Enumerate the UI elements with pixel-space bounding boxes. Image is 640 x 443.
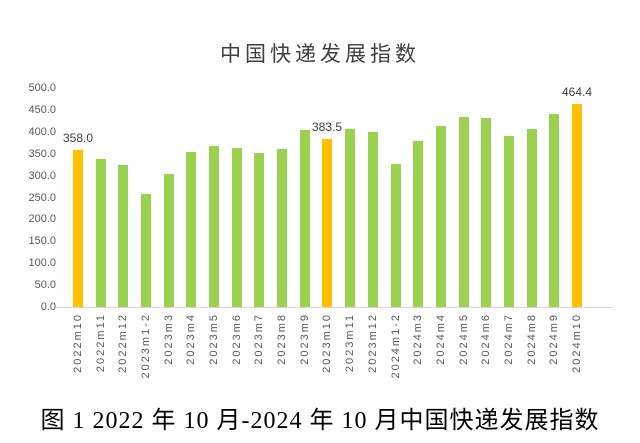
- y-tick-label: 0.0: [40, 301, 56, 313]
- x-tick-label: 2023m4: [185, 313, 197, 365]
- bar-2022m12: [118, 165, 128, 307]
- x-tick-label: 2023m11: [344, 313, 356, 373]
- x-tick-label: 2023m7: [253, 313, 265, 365]
- x-tick-label: 2022m12: [117, 313, 129, 373]
- x-tick-label: 2024m10: [571, 313, 583, 373]
- bar-2023m4: [186, 152, 196, 307]
- y-tick-label: 400.0: [28, 125, 56, 138]
- bar-2024m4: [436, 126, 446, 307]
- bar-2023m11: [345, 129, 355, 307]
- x-tick-label: 2023m12: [367, 313, 379, 373]
- x-tick-label: 2024m5: [458, 313, 470, 365]
- bar-2022m10: [73, 150, 83, 307]
- y-tick-label: 200.0: [28, 213, 56, 226]
- y-tick-label: 150.0: [28, 235, 56, 248]
- x-tick-label: 2023m6: [231, 313, 243, 365]
- bar-2024m7: [504, 136, 514, 307]
- bar-2023m9: [300, 130, 310, 307]
- x-tick-label: 2023m1-2: [140, 313, 152, 379]
- x-tick-label: 2023m9: [299, 313, 311, 365]
- bar-2024m5: [459, 117, 469, 307]
- x-tick-label: 2022m10: [72, 313, 84, 373]
- y-tick-label: 500.0: [28, 82, 56, 94]
- bar-2023m3: [164, 174, 174, 307]
- x-tick-label: 2024m9: [548, 313, 560, 365]
- y-tick-label: 350.0: [28, 147, 56, 160]
- data-label-2022m10: 358.0: [62, 131, 94, 145]
- x-tick-label: 2023m5: [208, 313, 220, 365]
- x-tick-label: 2024m6: [480, 313, 492, 365]
- x-tick-label: 2024m1-2: [390, 313, 402, 379]
- bar-2023m5: [209, 146, 219, 307]
- bar-2023m12: [368, 132, 378, 307]
- data-label-2023m10: 383.5: [311, 120, 343, 134]
- bar-2024m10: [572, 104, 582, 307]
- figure-caption: 图 1 2022 年 10 月-2024 年 10 月中国快递发展指数: [40, 408, 600, 434]
- x-tick-label: 2023m3: [163, 313, 175, 365]
- x-tick-label: 2024m4: [435, 313, 447, 365]
- bar-2024m8: [527, 129, 537, 307]
- x-tick-label: 2023m10: [321, 313, 333, 373]
- y-tick-label: 50.0: [34, 279, 56, 292]
- data-label-2024m10: 464.4: [561, 85, 593, 99]
- bar-2024m1-2: [391, 164, 401, 307]
- y-tick-label: 100.0: [28, 257, 56, 270]
- x-tick-label: 2024m8: [526, 313, 538, 365]
- bar-2024m3: [413, 141, 423, 307]
- x-tick-label: 2024m7: [503, 313, 515, 365]
- bar-2023m6: [232, 148, 242, 307]
- bar-2024m9: [549, 114, 559, 307]
- y-tick-label: 450.0: [28, 103, 56, 116]
- bar-2024m6: [481, 118, 491, 307]
- bar-2023m1-2: [141, 194, 151, 307]
- x-axis-line: [56, 307, 612, 308]
- plot-area: 中国快递发展指数 0.0 50.0 100.0 150.0 200.0 250.0 300.…: [28, 42, 612, 379]
- bar-2022m11: [96, 159, 106, 307]
- x-tick-label: 2022m11: [95, 313, 107, 373]
- x-tick-label: 2024m3: [412, 313, 424, 365]
- y-tick-label: 300.0: [28, 169, 56, 182]
- y-tick-label: 250.0: [28, 191, 56, 204]
- bar-2023m10: [322, 139, 332, 307]
- bar-2023m7: [254, 153, 264, 307]
- x-tick-label: 2023m8: [276, 313, 288, 365]
- chart-title: 中国快递发展指数: [220, 42, 420, 66]
- bar-2023m8: [277, 149, 287, 307]
